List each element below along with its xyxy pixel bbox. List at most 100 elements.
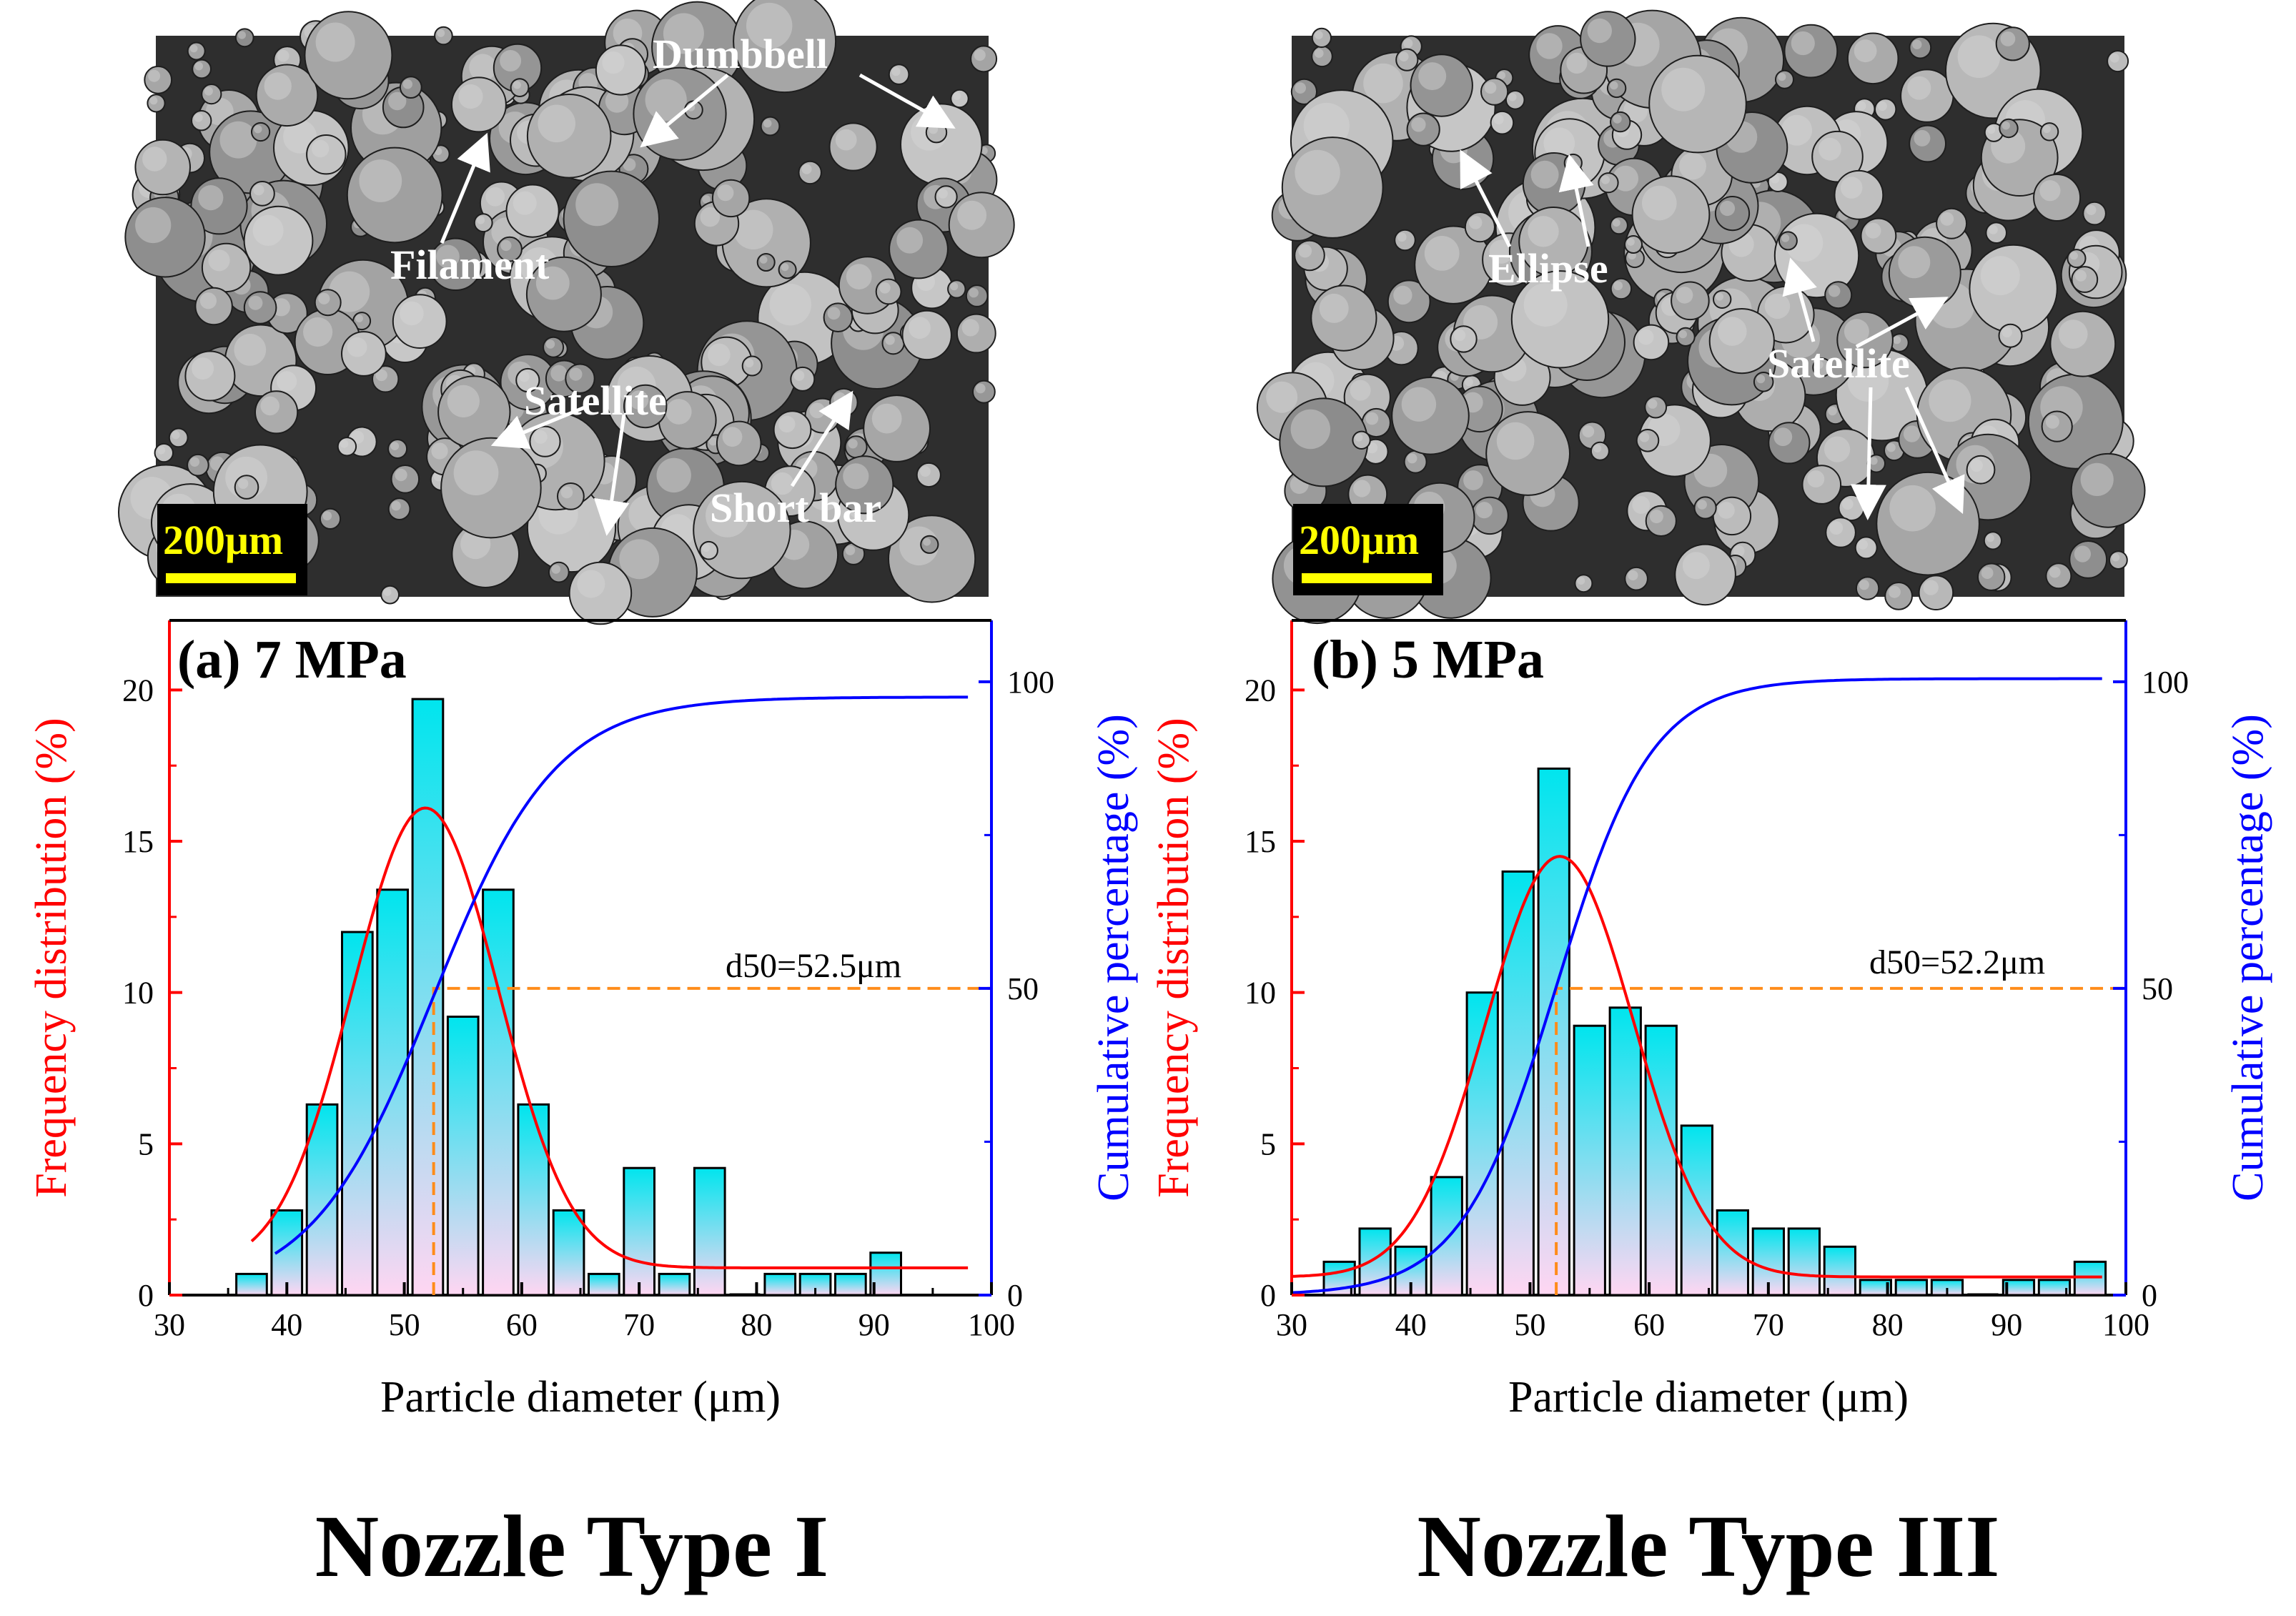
particle-highlight — [1682, 552, 1710, 580]
particle — [1294, 239, 1325, 272]
particle — [1311, 27, 1332, 48]
d50-label-b: d50=52.2μm — [1869, 943, 2045, 981]
particle-highlight — [277, 49, 290, 62]
particle — [2045, 562, 2072, 590]
particle — [251, 122, 271, 142]
particle — [1708, 308, 1775, 375]
particle-highlight — [1829, 521, 1844, 535]
particle — [1983, 531, 2003, 550]
particle — [337, 437, 357, 457]
particle — [399, 76, 422, 99]
particle — [505, 184, 560, 238]
histogram-bar — [623, 1166, 655, 1297]
particle — [548, 561, 570, 583]
particle — [1801, 465, 1842, 505]
particle — [2109, 550, 2128, 570]
particle-highlight — [961, 319, 979, 337]
particle-highlight — [237, 478, 249, 489]
particle-highlight — [1756, 375, 1766, 384]
chart-title-a: (a) 7 MPa — [177, 630, 407, 690]
particle-highlight — [1648, 399, 1658, 409]
particle — [2049, 310, 2117, 377]
particle — [1676, 327, 1696, 347]
particle-highlight — [2058, 319, 2088, 349]
particle — [314, 289, 342, 317]
histogram-bar — [693, 1166, 726, 1297]
particle-highlight — [359, 159, 402, 202]
particle — [1855, 576, 1880, 600]
particle — [863, 395, 931, 462]
particle — [1485, 411, 1571, 496]
particle-highlight — [1530, 160, 1559, 189]
particle-highlight — [1266, 381, 1298, 413]
particle — [1590, 441, 1610, 461]
particle — [1985, 222, 2008, 244]
particles-b — [1256, 9, 2146, 625]
y-tick-label: 20 — [122, 673, 154, 708]
x-tick-label: 90 — [1991, 1307, 2022, 1342]
particle — [1450, 325, 1478, 353]
particle — [1999, 118, 2019, 139]
particle-highlight — [1403, 39, 1413, 49]
y-tick-label: 5 — [1260, 1126, 1276, 1161]
particle — [306, 134, 347, 175]
particle-highlight — [827, 307, 841, 320]
particle — [1998, 323, 2023, 348]
histogram-bar — [2037, 1279, 2072, 1297]
y-tick-label: 10 — [122, 976, 154, 1011]
histogram-bar — [1644, 1024, 1678, 1297]
particle-highlight — [1399, 51, 1409, 61]
particle-highlight — [500, 50, 522, 71]
histogram-bar — [2001, 1279, 2036, 1297]
particle-highlight — [208, 249, 230, 272]
particle — [1936, 207, 1968, 239]
particle-highlight — [447, 385, 480, 417]
particle-highlight — [1566, 52, 1588, 74]
particle-highlight — [1807, 470, 1825, 488]
particle-highlight — [1523, 283, 1568, 327]
particle — [1909, 36, 1932, 59]
y-tick-label: 0 — [138, 1278, 154, 1313]
particle-highlight — [575, 183, 619, 227]
bars-b — [1322, 767, 2107, 1297]
particle — [392, 294, 447, 350]
particle-highlight — [1889, 485, 1936, 532]
micrograph-a: Dumbbell Filament Satellite Short bar 20… — [118, 0, 1015, 625]
particle-highlight — [219, 121, 257, 159]
particle-highlight — [1638, 329, 1654, 345]
particle-highlight — [1298, 244, 1312, 258]
particle — [191, 110, 212, 132]
particle — [623, 384, 668, 429]
particle-highlight — [1365, 412, 1379, 425]
particle-highlight — [602, 51, 625, 74]
y-tick-label: 20 — [1245, 673, 1276, 708]
particle — [497, 236, 523, 262]
particle — [184, 350, 236, 402]
particle — [515, 367, 540, 393]
particle — [1966, 455, 1996, 485]
particle-highlight — [896, 227, 924, 254]
particle-highlight — [1877, 101, 1887, 111]
particle — [1406, 112, 1440, 147]
particle-highlight — [1528, 216, 1559, 247]
particle-highlight — [192, 357, 214, 380]
particle — [1836, 311, 1894, 369]
particle-highlight — [1577, 577, 1585, 585]
particle — [1884, 582, 1913, 610]
particle — [716, 420, 762, 467]
particle-highlight — [1828, 406, 1837, 416]
particle-highlight — [1981, 567, 1994, 579]
particle-highlight — [663, 13, 704, 54]
particle-highlight — [778, 415, 796, 433]
particle-highlight — [1980, 256, 2020, 296]
particle — [948, 192, 1015, 259]
particle-highlight — [189, 44, 198, 53]
y-tick-label: 15 — [122, 824, 154, 859]
particle-highlight — [260, 396, 279, 416]
particle-highlight — [560, 486, 573, 499]
particle-highlight — [276, 371, 297, 392]
x-tick-label: 30 — [1276, 1307, 1307, 1342]
particle-highlight — [157, 446, 166, 455]
particle — [1768, 422, 1811, 465]
particle-highlight — [237, 31, 246, 39]
